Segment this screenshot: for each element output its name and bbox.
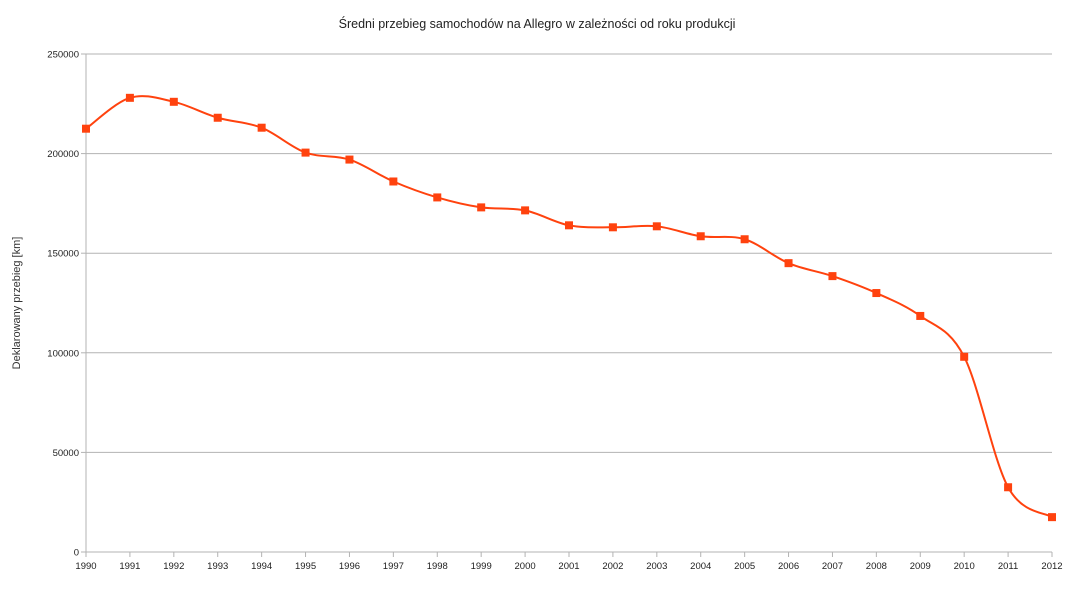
data-point-2004: [696, 232, 705, 241]
x-tick-label: 1990: [75, 561, 96, 572]
y-tick-label: 0: [74, 548, 79, 559]
data-point-2010: [960, 352, 969, 361]
x-tick-label: 1995: [295, 561, 316, 572]
y-axis-label: Deklarowany przebieg [km]: [11, 237, 23, 370]
data-point-2012: [1048, 513, 1056, 522]
data-point-1991: [125, 93, 134, 102]
x-tick-labels: 1990 1991 1992 1993 1994 1995 1996 1997 1998 1999…: [75, 561, 1062, 572]
data-point-1997: [389, 177, 398, 186]
data-point-2002: [608, 223, 617, 232]
x-tick-label: 2001: [558, 561, 579, 572]
data-point-2006: [784, 259, 793, 268]
x-tick-label: 1996: [339, 561, 360, 572]
data-point-1994: [257, 123, 266, 132]
x-tick-label: 2008: [866, 561, 887, 572]
data-point-1999: [477, 203, 486, 212]
y-tick-label: 200000: [47, 149, 79, 160]
data-point-2000: [521, 206, 530, 215]
data-point-1996: [345, 155, 354, 164]
series-line: [85, 95, 1053, 519]
data-point-2008: [872, 289, 881, 298]
data-point-1993: [213, 113, 222, 122]
x-tick-label: 2010: [954, 561, 975, 572]
x-tick-label: 2000: [515, 561, 536, 572]
x-tick-label: 1991: [119, 561, 140, 572]
x-tick-label: 1992: [163, 561, 184, 572]
x-tick-label: 2002: [602, 561, 623, 572]
data-point-2007: [828, 272, 837, 281]
x-tick-label: 1994: [251, 561, 272, 572]
x-tick-label: 1997: [383, 561, 404, 572]
x-tick-label: 1993: [207, 561, 228, 572]
data-point-2001: [565, 221, 573, 230]
x-tick-label: 2007: [822, 561, 843, 572]
y-tick-label: 50000: [53, 448, 79, 459]
data-point-1992: [169, 97, 178, 106]
gridlines: [86, 53, 1052, 453]
x-tick-label: 2004: [690, 561, 711, 572]
x-tick-label: 1998: [427, 561, 448, 572]
data-point-1990: [82, 124, 90, 133]
chart-title: Średni przebieg samochodów na Allegro w …: [339, 16, 736, 31]
data-point-1998: [433, 193, 442, 202]
data-point-1995: [301, 148, 310, 157]
data-point-2011: [1004, 483, 1013, 492]
data-point-2003: [652, 222, 661, 231]
series-layer: [82, 93, 1056, 522]
y-tick-label: 150000: [47, 249, 79, 260]
x-tick-label: 1999: [471, 561, 492, 572]
x-tick-label: 2009: [910, 561, 931, 572]
x-tick-label: 2012: [1041, 561, 1062, 572]
y-tick-label: 100000: [47, 348, 79, 359]
axes: [81, 53, 1053, 557]
x-tick-label: 2011: [998, 561, 1018, 572]
y-tick-label: 250000: [47, 50, 79, 61]
x-tick-label: 2005: [734, 561, 755, 572]
x-tick-label: 2006: [778, 561, 799, 572]
data-point-2009: [916, 311, 925, 320]
x-tick-label: 2003: [646, 561, 667, 572]
data-point-2005: [740, 235, 749, 244]
y-tick-labels: 0 50000 100000 150000 200000 250000: [47, 50, 79, 559]
